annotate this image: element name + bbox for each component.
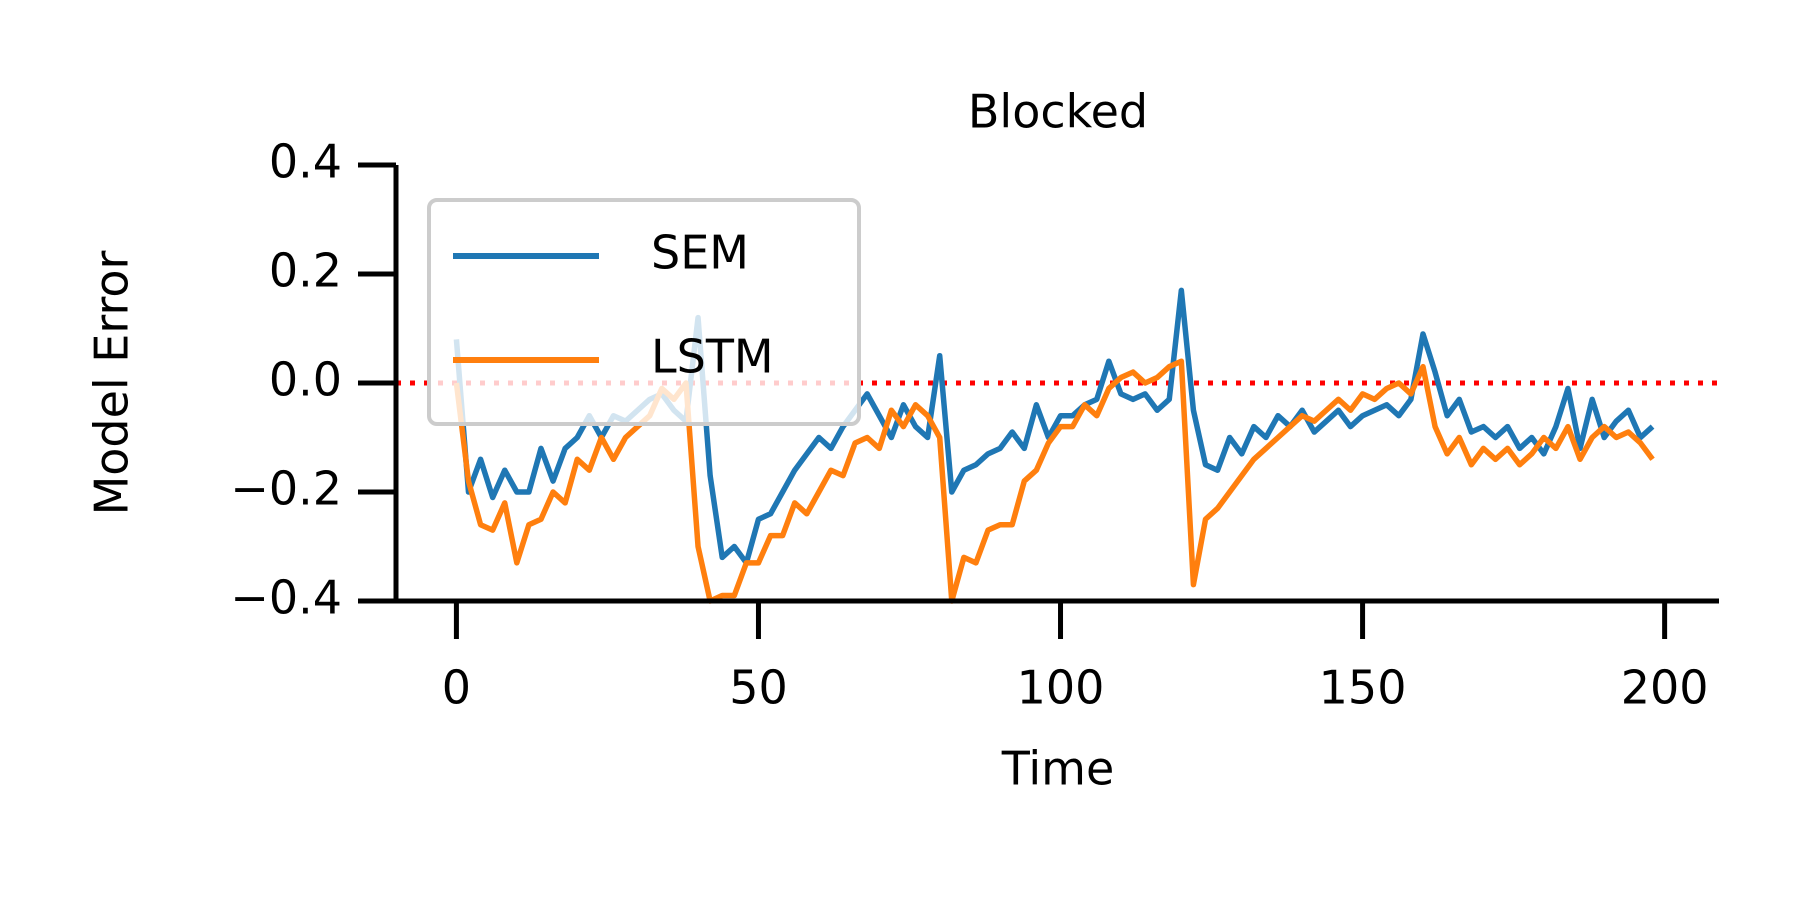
legend-box <box>427 198 861 426</box>
y-tick-label: 0.0 <box>269 353 342 407</box>
y-tick-label: 0.2 <box>269 244 342 298</box>
legend-label: LSTM <box>651 330 774 384</box>
x-axis-label: Time <box>1001 742 1115 796</box>
x-tick-label: 50 <box>729 661 788 715</box>
y-axis-label: Model Error <box>85 250 139 515</box>
y-tick-label: −0.4 <box>230 571 342 625</box>
x-tick-label: 0 <box>442 661 471 715</box>
x-tick-label: 200 <box>1621 661 1709 715</box>
legend-label: SEM <box>651 226 749 280</box>
chart-title: Blocked <box>968 85 1148 139</box>
y-tick-label: −0.2 <box>230 462 342 516</box>
y-tick-label: 0.4 <box>269 135 342 189</box>
x-tick-label: 100 <box>1017 661 1105 715</box>
x-tick-label: 150 <box>1319 661 1407 715</box>
legend: SEM LSTM <box>427 198 861 426</box>
